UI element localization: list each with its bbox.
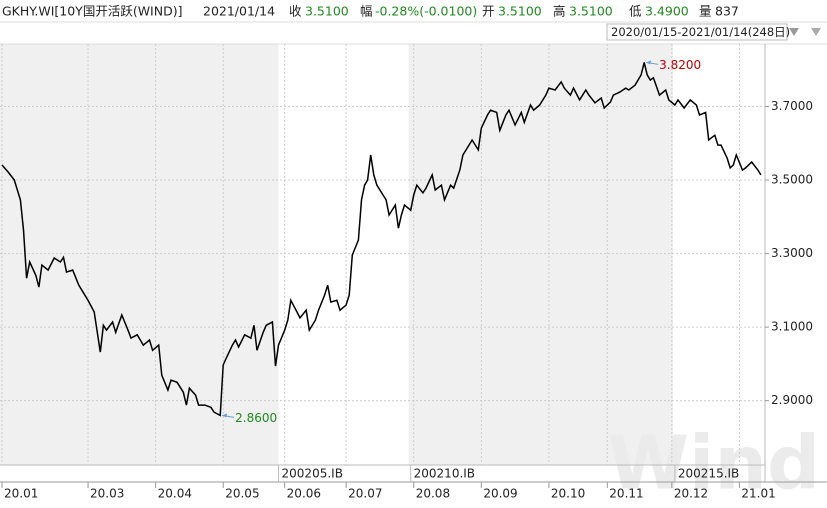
field-value: 3.5100	[498, 4, 542, 19]
x-tick-label: 20.08	[416, 487, 450, 501]
field-label: 量	[699, 4, 712, 19]
contract-label: 200215.IB	[678, 467, 739, 481]
field-label: 高	[553, 4, 566, 19]
x-tick-label: 21.01	[741, 487, 775, 501]
field-label: 收	[289, 4, 302, 19]
y-tick-label: 3.5000	[771, 173, 813, 187]
field-value: 837	[715, 4, 739, 19]
contract-label: 200210.IB	[414, 467, 475, 481]
field-value: 3.5100	[569, 4, 613, 19]
watermark: Wind	[607, 421, 820, 507]
annotation-arrowhead	[646, 60, 652, 65]
x-tick-label: 20.03	[90, 487, 124, 501]
field-value: 3.5100	[305, 4, 349, 19]
field-label: 开	[482, 4, 495, 19]
range-box[interactable]	[606, 23, 788, 41]
field-value: -0.28%(-0.0100)	[375, 4, 477, 19]
y-tick-label: 2.9000	[771, 393, 813, 407]
dropdown-icon[interactable]	[789, 28, 799, 36]
x-tick-label: 20.05	[225, 487, 259, 501]
annotation-label: 3.8200	[659, 58, 701, 72]
annotation-arrowhead	[222, 413, 228, 418]
y-tick-label: 3.7000	[771, 99, 813, 113]
contract-shade	[0, 44, 279, 465]
y-tick-label: 3.1000	[771, 320, 813, 334]
x-tick-label: 20.06	[287, 487, 321, 501]
x-tick-label: 20.09	[483, 487, 517, 501]
price-line	[1, 62, 762, 417]
contract-label: 200205.IB	[282, 467, 343, 481]
header-date: 2021/01/14	[203, 4, 275, 19]
field-label: 幅	[360, 4, 373, 19]
x-tick-label: 20.10	[551, 487, 585, 501]
x-tick-label: 20.11	[609, 487, 643, 501]
x-tick-label: 20.01	[4, 487, 38, 501]
field-label: 低	[629, 4, 642, 19]
contract-shade	[408, 44, 673, 465]
dropdown-icon[interactable]	[811, 28, 821, 36]
symbol: GKHY.WI[10Y国开活跃(WIND)]	[2, 4, 182, 19]
plot-background	[0, 44, 673, 465]
field-value: 3.4900	[645, 4, 689, 19]
x-tick-label: 20.07	[348, 487, 382, 501]
y-tick-label: 3.3000	[771, 246, 813, 260]
x-tick-label: 20.12	[674, 487, 708, 501]
range-text[interactable]: 2020/01/15-2021/01/14(248日)	[611, 25, 790, 39]
x-tick-label: 20.04	[158, 487, 192, 501]
annotation-label: 2.8600	[235, 411, 277, 425]
